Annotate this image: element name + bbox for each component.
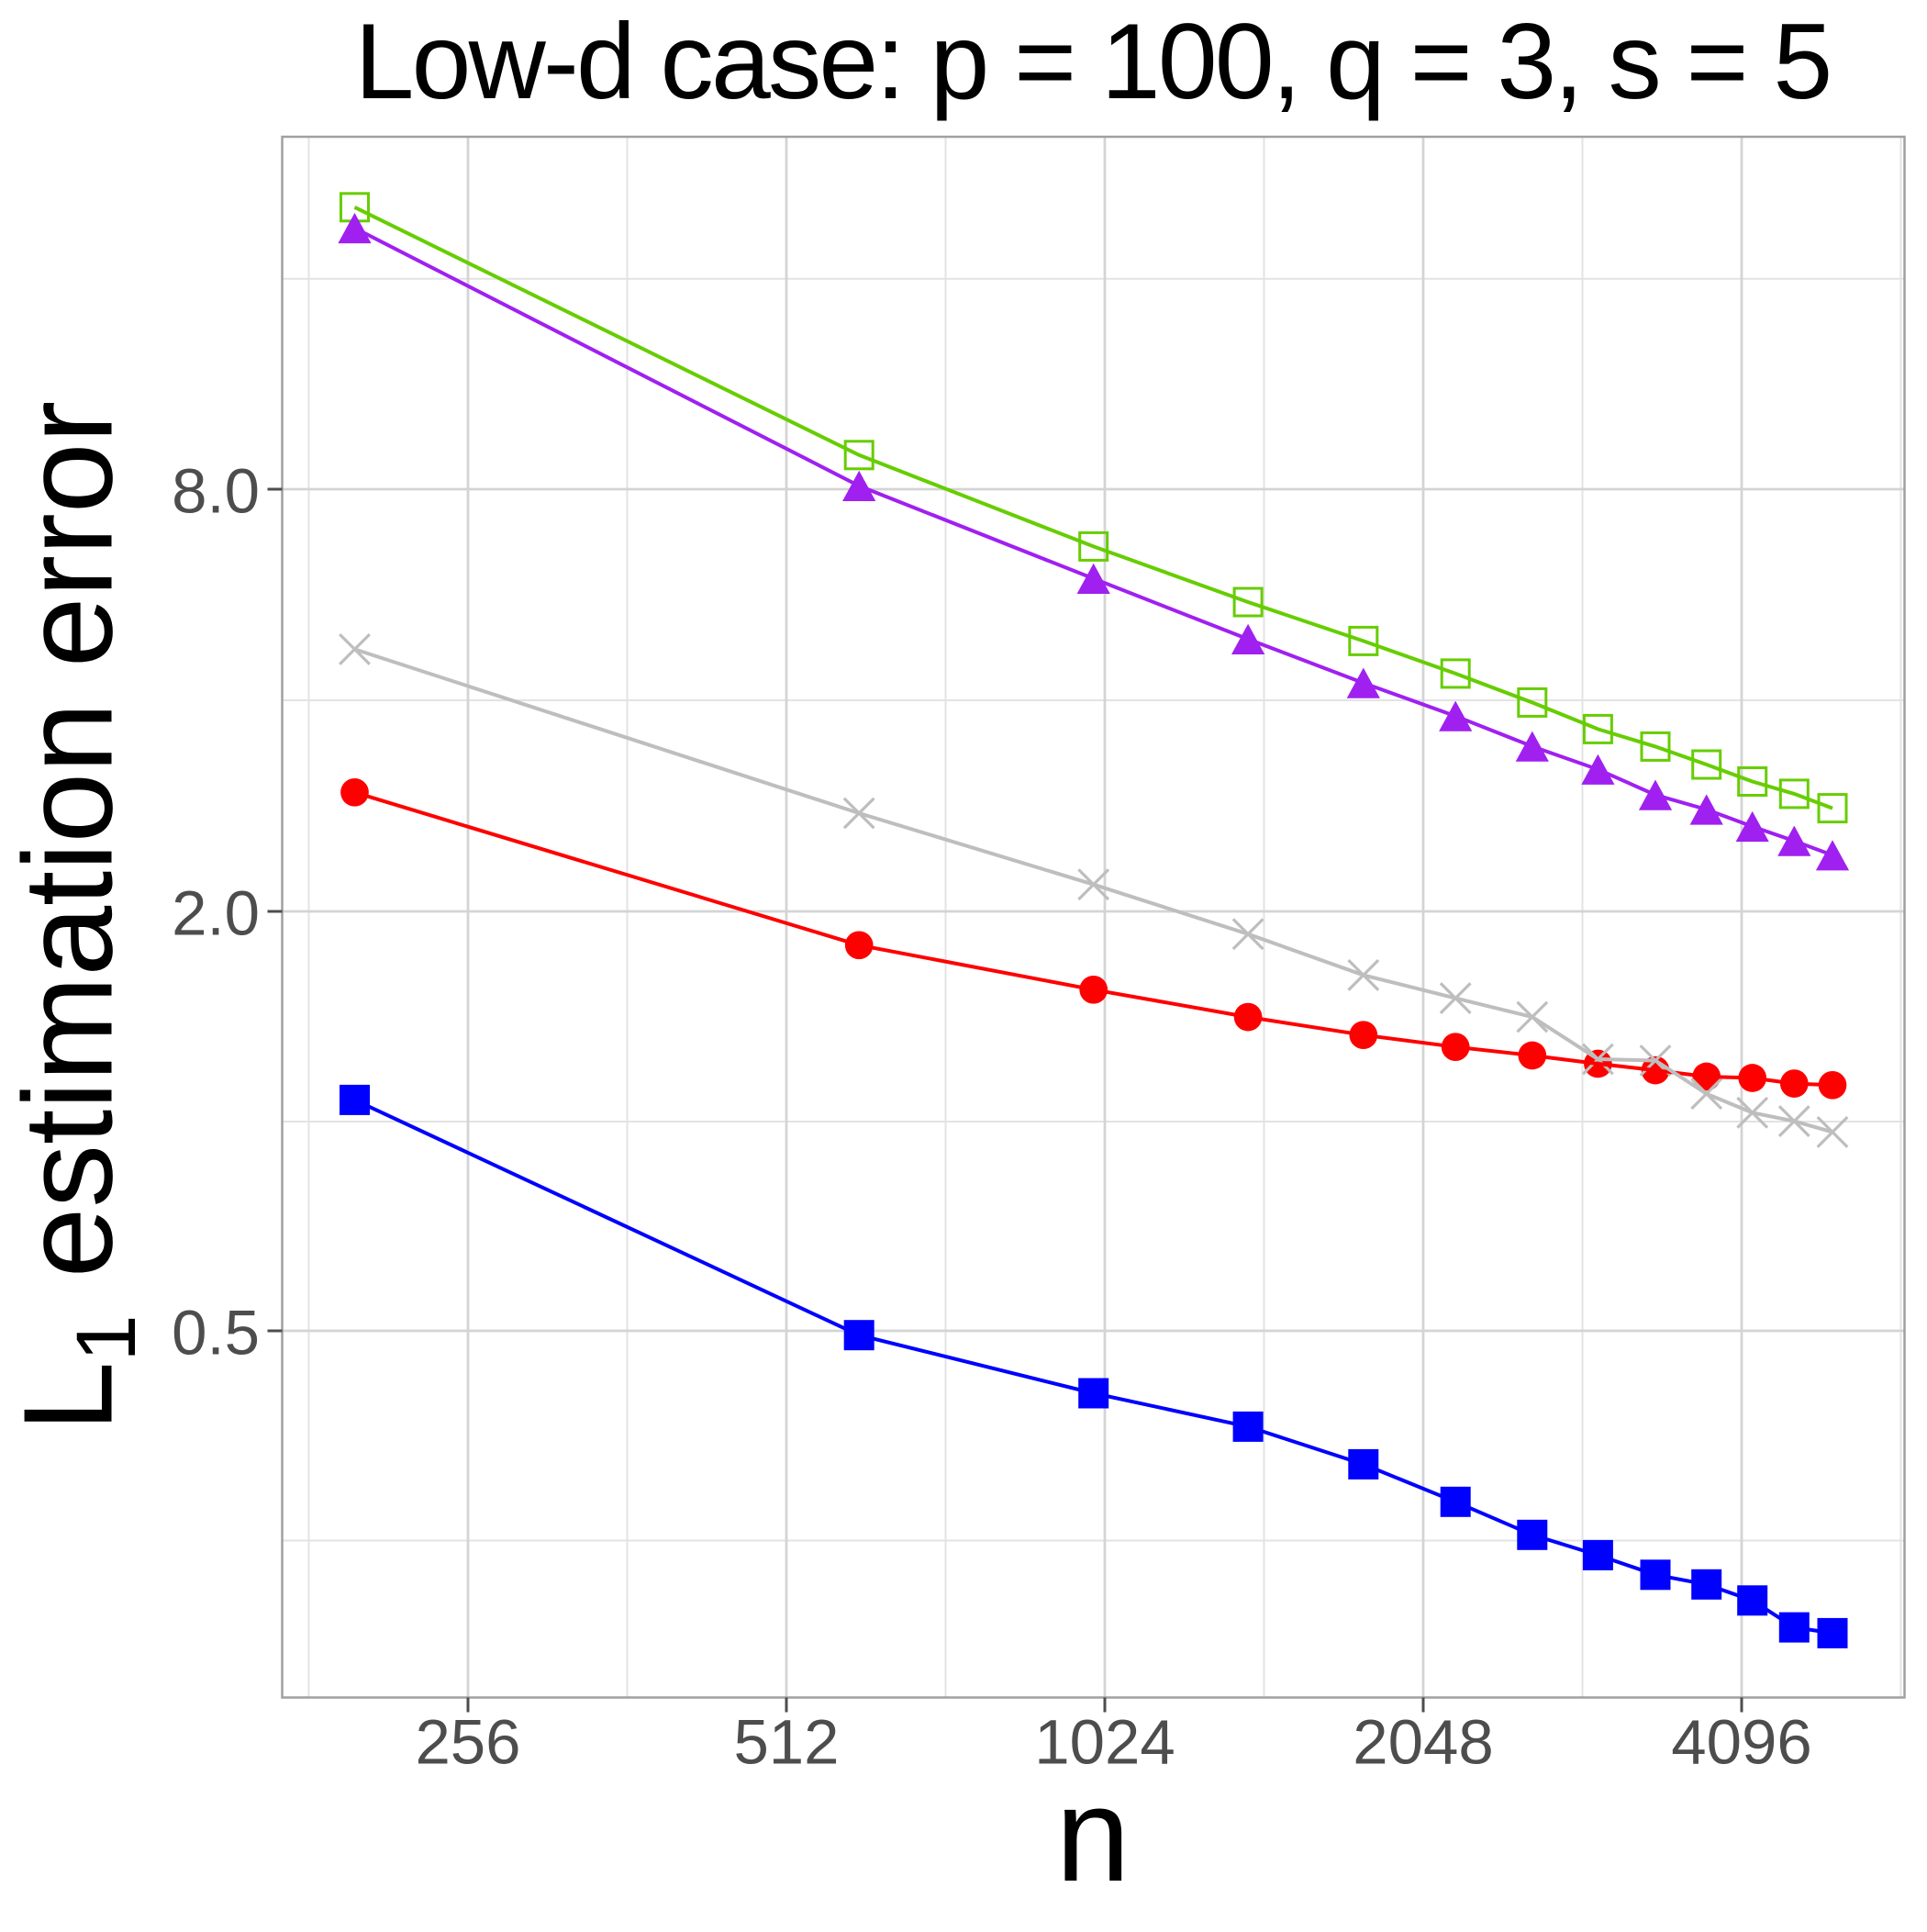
svg-text:4096: 4096 <box>1671 1707 1812 1778</box>
svg-text:L1 estimation error: L1 estimation error <box>0 401 153 1432</box>
svg-text:256: 256 <box>415 1707 520 1778</box>
svg-text:2048: 2048 <box>1353 1707 1494 1778</box>
svg-text:0.5: 0.5 <box>172 1297 260 1368</box>
svg-text:Low-d case: p = 100, q = 3, s: Low-d case: p = 100, q = 3, s = 5 <box>355 2 1831 121</box>
svg-text:2.0: 2.0 <box>172 877 260 948</box>
svg-text:512: 512 <box>733 1707 839 1778</box>
svg-text:n: n <box>1055 1759 1130 1909</box>
svg-text:8.0: 8.0 <box>172 455 260 526</box>
svg-text:1024: 1024 <box>1034 1707 1175 1778</box>
